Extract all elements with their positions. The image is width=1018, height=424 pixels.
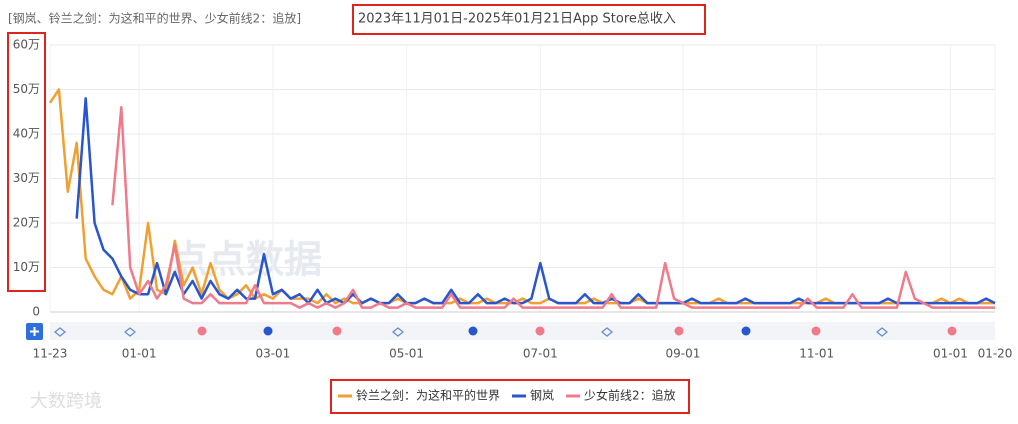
x-tick-label: 11-01: [799, 347, 834, 361]
y-tick-label: 60万: [13, 38, 40, 52]
x-tick-label: 01-20: [978, 347, 1013, 361]
event-strip: [50, 322, 995, 340]
chart-subtitle: 2023年11月01日-2025年01月21日App Store总收入: [358, 12, 676, 27]
y-tick-label: 0: [32, 305, 40, 319]
x-tick-label: 01-01: [933, 347, 968, 361]
x-tick-label: 07-01: [523, 347, 558, 361]
y-tick-label: 10万: [13, 260, 40, 274]
highlight-box: [330, 379, 690, 414]
event-markers: [53, 326, 957, 337]
legend-label: 少女前线2：追放: [584, 388, 676, 403]
watermark: 点点数据: [170, 238, 322, 282]
plus-icon: [30, 327, 39, 336]
series-line: [111, 106, 995, 309]
highlight-box: [7, 32, 46, 292]
chart-title: [钢岚、铃兰之剑：为这和平的世界、少女前线2：追放]: [8, 11, 301, 26]
legend-label: 钢岚: [530, 389, 554, 403]
x-tick-label: 11-23: [33, 347, 68, 361]
y-tick-label: 20万: [13, 216, 40, 230]
footer-watermark: 大数跨境: [30, 391, 102, 412]
series-line: [75, 97, 996, 305]
series-line: [48, 88, 995, 305]
x-tick-label: 05-01: [389, 347, 424, 361]
legend-label: 铃兰之剑：为这和平的世界: [356, 388, 500, 403]
y-tick-label: 30万: [13, 171, 40, 185]
x-tick-label: 03-01: [255, 347, 290, 361]
highlight-box: [352, 4, 706, 35]
y-tick-label: 40万: [13, 127, 40, 141]
x-tick-label: 09-01: [666, 347, 701, 361]
y-tick-label: 50万: [13, 82, 40, 96]
x-tick-label: 01-01: [122, 347, 157, 361]
